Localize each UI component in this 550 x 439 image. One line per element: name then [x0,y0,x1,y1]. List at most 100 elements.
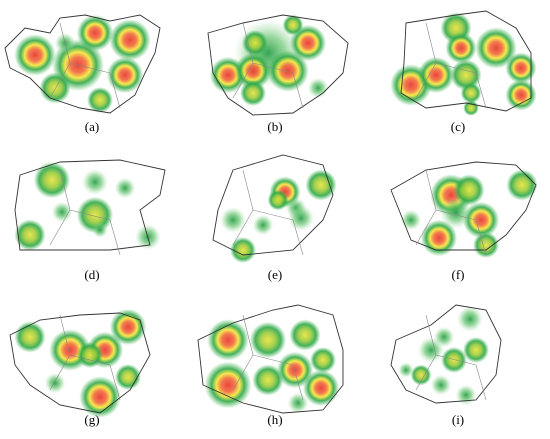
heat-spot [420,219,458,257]
heat-spot [289,24,327,62]
heat-spot [410,364,432,386]
panel-label: (e) [268,267,282,282]
region-outline [197,304,344,414]
heat-spot [109,308,147,346]
heat-spot [14,219,46,251]
map-panel [390,304,502,406]
heat-spot [282,14,304,36]
district-border [415,169,487,256]
heat-spot [441,347,467,373]
heat-spot [453,174,485,206]
heat-spot [92,222,108,238]
heat-spot [252,214,274,236]
map-panel [197,304,344,414]
heat-spot [506,169,538,201]
heat-spot [310,347,336,373]
district-border [232,22,304,109]
heat-spot [473,232,499,258]
heat-spot [302,369,340,407]
region-outline [212,154,334,256]
heat-spot [289,319,321,351]
heat-spot [276,351,314,389]
heat-spot [460,82,482,104]
heat-spot [204,361,252,409]
heat-spot [44,372,66,394]
map-panel [4,14,161,114]
panel-label: (d) [84,267,99,282]
heat-spot [463,337,489,363]
district-border [415,314,487,401]
heat-spot [234,52,272,90]
panel-label: (a) [85,119,99,134]
heat-spot [115,364,141,390]
panel-label: (h) [267,412,282,427]
heat-spot [267,50,309,92]
heat-spot [240,80,266,106]
heat-spot [77,342,103,368]
heat-spot [417,56,455,94]
region-outline [4,14,161,114]
district-border [49,22,121,109]
heat-spot [252,364,284,396]
heat-spot [106,56,144,94]
region-outline [390,304,502,404]
panel-label: (i) [452,412,464,427]
map-panel [14,159,166,256]
region-outline [14,159,166,251]
heat-spot [230,237,256,263]
heat-spot [51,201,73,223]
heat-spot [440,197,472,229]
heat-spot [82,169,108,195]
heat-spot [398,362,414,378]
heat-spot [288,205,314,231]
heat-spot [505,79,537,111]
heat-spot [14,321,46,353]
heat-spot [114,177,136,199]
heat-spot [249,321,287,359]
district-border [232,169,304,256]
panel-label: (f) [452,267,465,282]
heat-spot [14,34,56,76]
heat-spot [505,52,537,84]
region-outline [207,14,349,116]
region-outline [390,161,537,251]
heat-spot [287,392,309,414]
district-border [49,314,121,401]
district-border [49,169,121,256]
heat-spot [463,100,479,116]
heat-spot [267,189,289,211]
heat-spot [305,169,337,201]
map-panel [390,161,538,258]
heat-spot [450,59,482,91]
heat-spot [418,337,444,363]
district-border [232,314,304,401]
district-border [415,22,487,109]
heat-spot [220,207,246,233]
region-outline [400,10,532,112]
heat-spot [33,161,71,199]
map-panel [207,14,349,116]
heat-spot [39,72,71,104]
panel-label: (b) [267,119,282,134]
heat-spot [87,87,113,113]
heat-spot [457,306,483,332]
heat-spot [307,77,329,99]
heat-spot [430,374,452,396]
heat-spot [445,32,477,64]
map-panel [212,154,337,263]
heat-spot [462,201,500,239]
heat-spot [455,384,477,406]
heat-spot [109,19,151,61]
map-panel [390,10,537,116]
panel-label: (g) [84,412,99,427]
heat-spot [400,209,422,231]
map-panel [9,308,151,418]
region-outline [9,312,151,414]
panel-label: (c) [451,119,465,134]
heat-spot [207,319,249,361]
heat-spot [79,376,121,418]
heat-spot [475,27,517,69]
heat-spot [242,30,268,56]
